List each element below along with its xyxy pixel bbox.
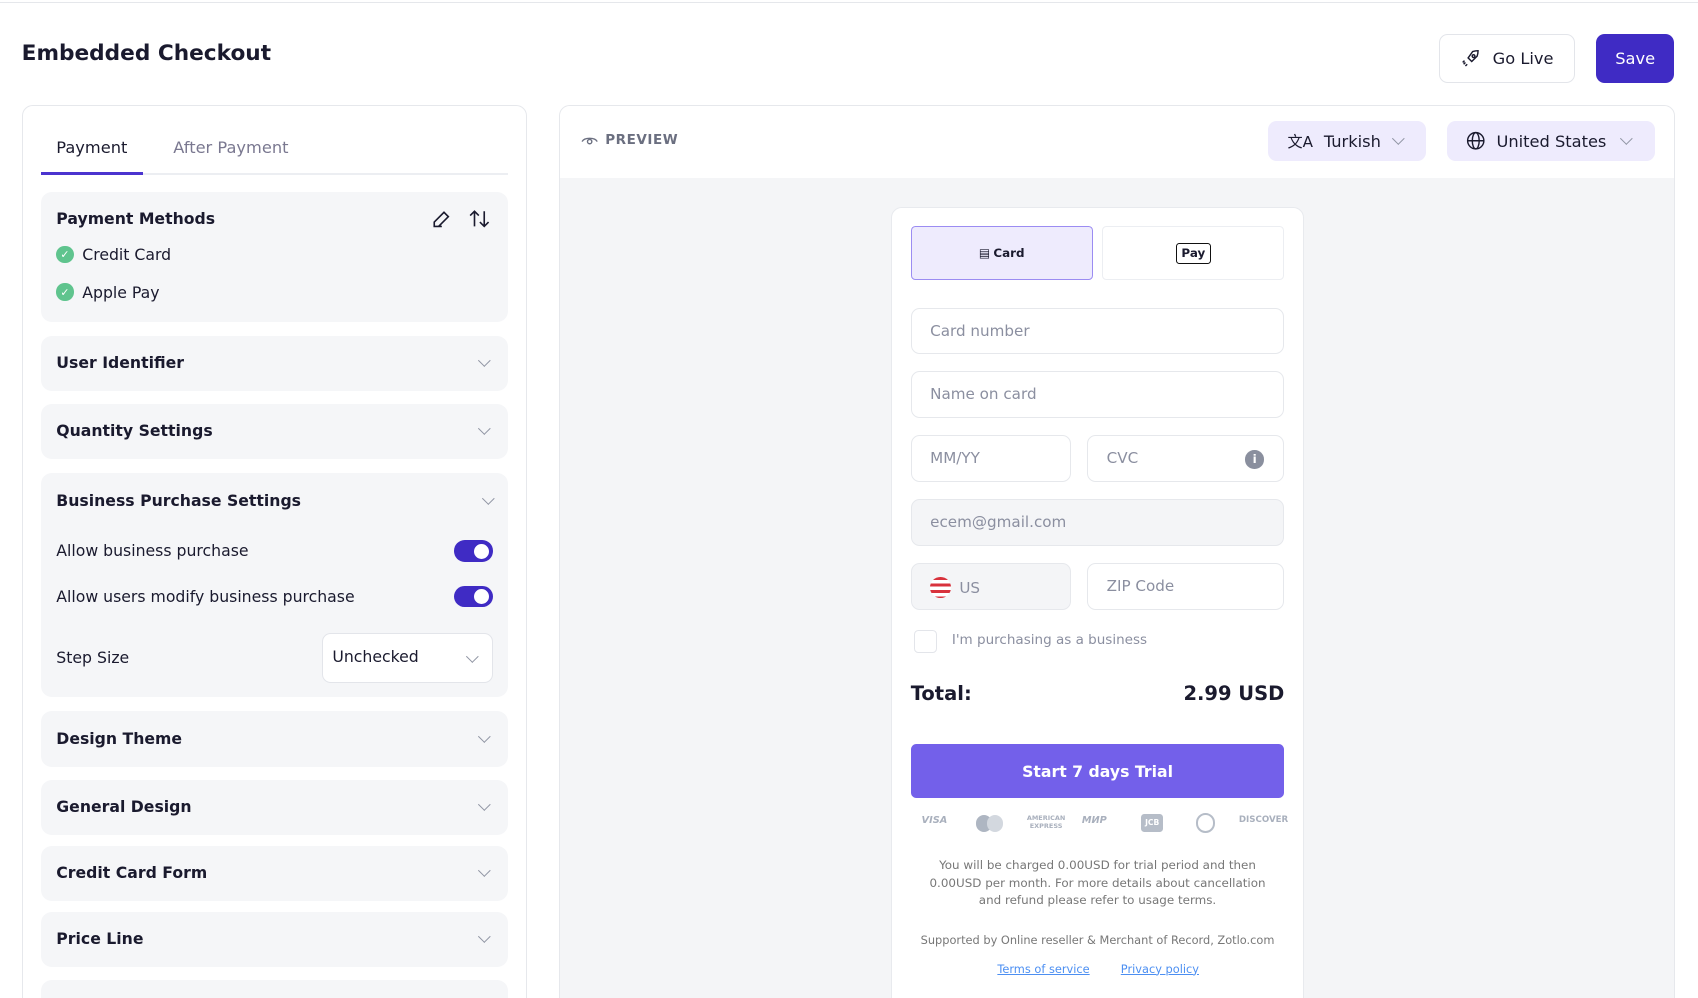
allow-business-label: Allow business purchase <box>56 541 249 561</box>
country-dropdown[interactable]: United States <box>1446 121 1655 162</box>
apple-pay-logo: Pay <box>1176 243 1211 264</box>
page-title: Embedded Checkout <box>21 41 272 67</box>
preview-label: PREVIEW <box>581 132 678 148</box>
chevron-down-icon[interactable] <box>482 491 495 505</box>
section-title: Payment Methods <box>56 208 216 228</box>
go-live-button[interactable]: Go Live <box>1439 33 1575 84</box>
mastercard-logo <box>975 815 1004 832</box>
payment-method-label: Apple Pay <box>82 282 160 302</box>
step-size-label: Step Size <box>56 647 130 667</box>
step-size-select[interactable]: Unchecked <box>321 633 493 684</box>
accordion-title: Price Line <box>56 929 144 949</box>
total-label: Total: <box>910 682 972 706</box>
info-icon[interactable]: i <box>1245 450 1264 469</box>
accordion-design-theme[interactable]: Design Theme <box>41 711 508 767</box>
chevron-down-icon <box>477 930 491 943</box>
accordion-more[interactable] <box>41 980 508 998</box>
globe-icon <box>1467 132 1485 151</box>
payment-methods-section: Payment Methods ✓ Credit Card ✓ Apple Pay <box>41 191 508 322</box>
active-tab-indicator <box>41 172 143 176</box>
language-dropdown[interactable]: 文A Turkish <box>1267 121 1427 162</box>
divider <box>0 2 1698 4</box>
edit-icon[interactable] <box>431 208 453 230</box>
accordion-title: Design Theme <box>56 728 183 748</box>
zip-input[interactable]: ZIP Code <box>1087 563 1285 610</box>
name-on-card-input[interactable]: Name on card <box>910 371 1285 418</box>
terms-text-line: You will be charged 0.00USD for trial pe… <box>939 857 1256 872</box>
accordion-title[interactable]: Business Purchase Settings <box>56 490 302 510</box>
chevron-down-icon <box>477 730 491 743</box>
privacy-policy-link[interactable]: Privacy policy <box>1120 961 1199 976</box>
apple-pay-tab[interactable]: Pay <box>1102 226 1285 281</box>
card-payment-tab[interactable]: ▤ Card <box>910 226 1093 281</box>
accordion-title: Quantity Settings <box>56 421 213 441</box>
accordion-quantity-settings[interactable]: Quantity Settings <box>41 403 508 460</box>
accordion-price-line[interactable]: Price Line <box>41 911 508 968</box>
start-trial-button[interactable]: Start 7 days Trial <box>910 743 1285 799</box>
diners-logo <box>1195 813 1215 833</box>
tab-divider <box>41 173 508 176</box>
preview-text: PREVIEW <box>605 132 679 149</box>
jcb-logo: JCB <box>1141 814 1164 832</box>
translate-icon: 文A <box>1287 133 1313 152</box>
tab-payment[interactable]: Payment <box>56 137 128 157</box>
chevron-down-icon <box>477 354 491 367</box>
business-checkbox[interactable] <box>913 630 937 653</box>
accordion-title: General Design <box>56 797 192 816</box>
chevron-down-icon <box>477 864 491 877</box>
chevron-down-icon <box>477 798 491 811</box>
allow-modify-toggle[interactable] <box>453 585 493 608</box>
payment-method-label: Credit Card <box>82 244 172 264</box>
terms-of-service-link[interactable]: Terms of service <box>997 961 1090 976</box>
accordion-credit-card-form[interactable]: Credit Card Form <box>41 845 508 901</box>
amex-logo: AMERICAN EXPRESS <box>1026 814 1066 830</box>
accordion-title: Credit Card Form <box>56 863 208 883</box>
chevron-down-icon <box>1391 132 1405 145</box>
allow-modify-label: Allow users modify business purchase <box>56 586 355 606</box>
sort-icon[interactable] <box>468 208 492 230</box>
eye-icon <box>581 137 599 144</box>
tab-after-payment[interactable]: After Payment <box>173 137 289 157</box>
save-button[interactable]: Save <box>1596 33 1675 84</box>
total-value: 2.99 USD <box>1183 682 1285 706</box>
accordion-user-identifier[interactable]: User Identifier <box>41 335 508 391</box>
us-flag-icon <box>930 577 951 598</box>
check-icon: ✓ <box>56 283 74 301</box>
accordion-business-purchase: Business Purchase Settings Allow busines… <box>41 473 508 698</box>
card-icon: ▤ <box>978 246 991 261</box>
terms-text-line: 0.00USD per month. For more details abou… <box>929 875 1266 890</box>
card-number-input[interactable]: Card number <box>910 307 1285 355</box>
terms-text-line: and refund please refer to usage terms. <box>978 893 1217 908</box>
supported-by-text: Supported by Online reseller & Merchant … <box>920 933 1275 948</box>
chevron-down-icon <box>1620 132 1633 145</box>
country-code: US <box>959 579 981 598</box>
step-size-value: Unchecked <box>332 647 419 667</box>
payment-method-item: ✓ Credit Card <box>56 245 171 264</box>
check-icon: ✓ <box>56 245 74 263</box>
chevron-down-icon <box>477 422 491 435</box>
go-live-label: Go Live <box>1492 48 1554 68</box>
accordion-general-design[interactable]: General Design <box>41 779 508 835</box>
chevron-down-icon <box>466 650 479 663</box>
payment-method-item: ✓ Apple Pay <box>56 282 160 302</box>
card-tab-label: Card <box>993 246 1025 261</box>
cvc-input[interactable]: CVC i <box>1087 435 1285 482</box>
mir-logo: МИР <box>1081 815 1107 827</box>
country-select[interactable]: US <box>910 563 1071 610</box>
cvc-placeholder: CVC <box>1106 449 1139 468</box>
rocket-icon <box>1462 49 1479 67</box>
language-value: Turkish <box>1323 131 1381 151</box>
apple-pay-label: Pay <box>1181 246 1206 261</box>
country-value: United States <box>1496 131 1607 151</box>
business-checkbox-label: I'm purchasing as a business <box>951 632 1148 649</box>
expiry-input[interactable]: MM/YY <box>910 435 1071 482</box>
visa-logo: VISA <box>921 815 948 827</box>
email-input[interactable]: ecem@gmail.com <box>910 499 1285 546</box>
discover-logo: DISCOVER <box>1238 815 1289 826</box>
settings-panel <box>21 105 528 998</box>
accordion-title: User Identifier <box>56 353 184 372</box>
allow-business-toggle[interactable] <box>453 540 493 562</box>
